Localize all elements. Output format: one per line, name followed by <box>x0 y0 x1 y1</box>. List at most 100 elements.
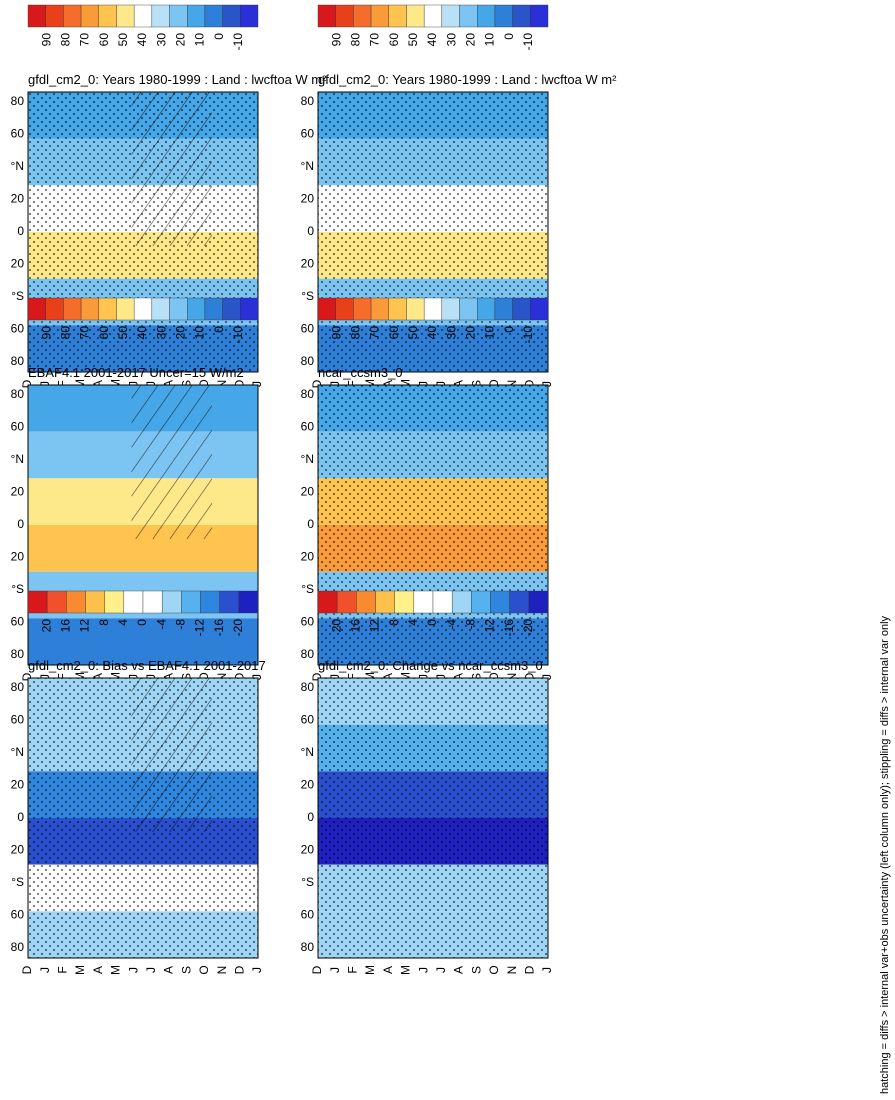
month-tick-label: D <box>20 672 34 681</box>
colorbar-tick-label: -8 <box>174 619 188 630</box>
colorbar-tick-label: 50 <box>406 33 420 47</box>
month-tick-label: M <box>109 965 123 975</box>
colorbar-swatch <box>406 297 425 321</box>
latitude-tick-label: 60 <box>11 908 25 922</box>
month-tick-label: M <box>109 379 123 389</box>
colorbar-tick-label: 90 <box>329 33 343 47</box>
latitude-tick-label: °S <box>301 289 314 303</box>
colorbar-tick-label: 60 <box>97 33 111 47</box>
colorbar-tick-label: 16 <box>59 619 73 633</box>
colorbar: 90 80 70 60 50 40 30 20 10 0 -10 <box>317 4 549 50</box>
colorbar-swatch <box>494 4 513 28</box>
month-tick-label: A <box>91 380 105 388</box>
month-tick-label: A <box>381 966 395 974</box>
colorbar-tick-label: 90 <box>329 326 343 340</box>
colorbar-tick-label: 4 <box>116 619 130 626</box>
panel-title: EBAF4.1 2001-2017 Uncer=15 W/m2 <box>28 365 244 380</box>
month-tick-label: S <box>179 673 193 681</box>
colorbar-swatch <box>181 590 201 614</box>
month-tick-label: S <box>179 966 193 974</box>
month-tick-label: J <box>328 967 342 973</box>
latitude-tick-label: 80 <box>11 680 25 694</box>
latitude-tick-label: 60 <box>11 322 25 336</box>
colorbar-tick-label: 8 <box>97 619 111 626</box>
month-tick-label: O <box>487 965 501 974</box>
colorbar-swatch <box>219 590 240 614</box>
colorbar-swatch <box>151 297 170 321</box>
colorbar-tick-label: 40 <box>425 33 439 47</box>
latitude-tick-label: 60 <box>301 615 315 629</box>
latitude-tick-label: 0 <box>307 224 314 238</box>
latitude-tick-label: 80 <box>301 387 315 401</box>
month-tick-label: M <box>363 965 377 975</box>
colorbar-tick-label: 80 <box>59 33 73 47</box>
colorbar-tick-label: 30 <box>154 326 168 340</box>
panel-title: gfdl_cm2_0: Change vs ncar_ccsm3_0 <box>318 658 543 673</box>
month-tick-label: F <box>56 673 70 680</box>
colorbar-swatch <box>406 4 425 28</box>
colorbar-swatch <box>490 590 510 614</box>
colorbar-swatch <box>388 4 407 28</box>
latitude-tick-label: 60 <box>11 713 25 727</box>
colorbar-swatch <box>45 4 64 28</box>
hatch-overlay <box>131 385 212 539</box>
month-tick-label: A <box>91 966 105 974</box>
colorbar: 20 16 12 8 4 0 -4 -8 -12 -16 -20 <box>317 590 549 637</box>
colorbar-swatch <box>477 297 496 321</box>
colorbar-tick-label: 70 <box>368 326 382 340</box>
colorbar-tick-label: 90 <box>39 33 53 47</box>
colorbar-swatch <box>423 4 443 28</box>
month-tick-label: A <box>91 673 105 681</box>
colorbar-swatch <box>432 590 453 614</box>
month-tick-label: J <box>144 381 158 387</box>
month-tick-label: J <box>328 381 342 387</box>
month-tick-label: J <box>38 967 52 973</box>
latitude-tick-label: 80 <box>301 940 315 954</box>
colorbar-swatch <box>204 297 223 321</box>
latitude-tick-label: °S <box>11 289 24 303</box>
colorbar-tick-label: 4 <box>406 619 420 626</box>
month-tick-label: M <box>73 672 87 682</box>
colorbar-tick-label: 20 <box>464 326 478 340</box>
colorbar-swatch <box>85 590 105 614</box>
latitude-tick-label: 0 <box>17 517 24 531</box>
latitude-tick-label: 80 <box>11 647 25 661</box>
month-tick-label: J <box>38 381 52 387</box>
latitude-tick-label: 60 <box>301 420 315 434</box>
colorbar-tick-label: -12 <box>483 619 497 637</box>
colorbar-tick-label: 60 <box>387 326 401 340</box>
colorbar-tick-label: 0 <box>212 326 226 333</box>
month-tick-label: S <box>179 380 193 388</box>
month-tick-label: A <box>162 966 176 974</box>
colorbar-tick-label: 40 <box>135 326 149 340</box>
colorbar-swatch <box>394 590 415 614</box>
colorbar-swatch <box>98 297 117 321</box>
month-tick-label: J <box>540 674 554 680</box>
colorbar-tick-label: 40 <box>135 33 149 47</box>
colorbar-swatch <box>477 4 496 28</box>
latitude-tick-label: 60 <box>301 127 315 141</box>
plot-frame <box>27 384 259 666</box>
month-tick-label: N <box>505 380 519 389</box>
month-tick-label: J <box>416 674 430 680</box>
latitude-tick-label: 20 <box>11 257 25 271</box>
colorbar-swatch <box>494 297 513 321</box>
month-tick-label: M <box>363 672 377 682</box>
stipple-overlay <box>318 385 548 665</box>
month-tick-label: D <box>20 965 34 974</box>
month-tick-label: N <box>215 966 229 975</box>
colorbar-swatch <box>187 4 206 28</box>
month-tick-label: M <box>363 379 377 389</box>
colorbar-tick-label: -10 <box>231 326 245 344</box>
month-tick-label: D <box>310 672 324 681</box>
latitude-tick-label: 0 <box>17 810 24 824</box>
month-tick-label: M <box>399 379 413 389</box>
heatmap-band <box>28 618 258 665</box>
month-tick-label: N <box>505 673 519 682</box>
colorbar-swatch <box>336 590 357 614</box>
month-tick-label: J <box>144 674 158 680</box>
colorbar: 20 16 12 8 4 0 -4 -8 -12 -16 -20 <box>27 590 259 636</box>
latitude-tick-label: 60 <box>11 127 25 141</box>
month-tick-label: J <box>250 381 264 387</box>
latitude-tick-label: 20 <box>301 550 315 564</box>
